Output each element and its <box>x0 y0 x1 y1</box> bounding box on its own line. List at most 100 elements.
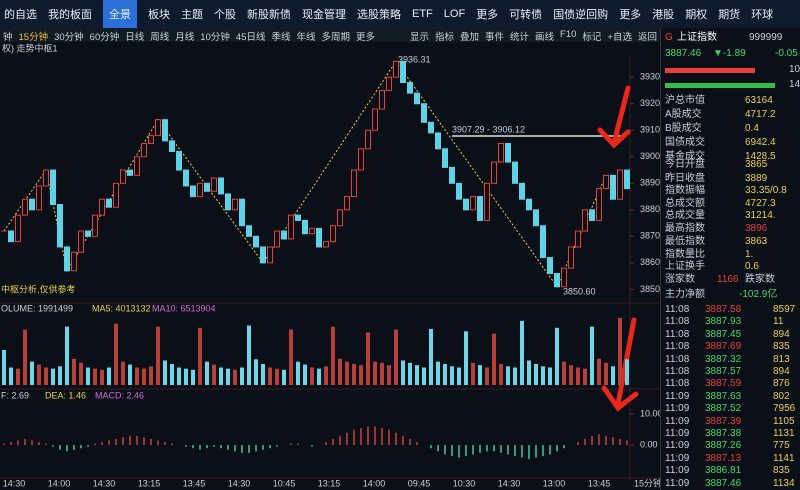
tool[interactable]: 事件 <box>484 32 504 42</box>
candle <box>330 225 336 243</box>
candle <box>603 174 609 190</box>
cell: 1166 <box>717 274 739 285</box>
quote-row: A股成交 4717.2 <box>665 108 800 121</box>
volume-bar <box>415 365 419 385</box>
period[interactable]: 周线 <box>150 32 170 42</box>
x-tick-label: 10:30 <box>453 478 476 488</box>
quote-row: 144 <box>665 78 800 91</box>
period[interactable]: 更多 <box>356 32 376 42</box>
volume-bar <box>394 329 398 385</box>
period[interactable]: 多周期 <box>321 32 350 42</box>
tool[interactable]: +自选 <box>607 32 632 42</box>
tick-vol: 894 <box>773 328 790 340</box>
period[interactable]: 60分钟 <box>89 32 120 42</box>
tool[interactable]: F10 <box>560 29 577 40</box>
x-tick-label: 13:00 <box>543 478 566 488</box>
tab[interactable]: 选股策略 <box>357 9 401 21</box>
x-tick-label: 13:45 <box>183 478 206 488</box>
pct: -0.05 <box>775 48 798 59</box>
tool[interactable]: 显示 <box>409 32 429 42</box>
candle <box>386 76 392 91</box>
candle <box>351 169 357 198</box>
volume-bar <box>443 364 447 385</box>
volume-bar <box>534 364 538 385</box>
tool[interactable]: 叠加 <box>459 32 479 42</box>
tab[interactable]: 可转债 <box>509 9 543 21</box>
tool[interactable]: 返回 <box>637 32 657 42</box>
volume-bar <box>310 367 314 385</box>
period[interactable]: 10分钟 <box>200 32 230 42</box>
tab[interactable]: 主题 <box>181 9 203 21</box>
period[interactable]: 15分钟 <box>18 32 49 42</box>
tool[interactable]: 统计 <box>510 32 530 42</box>
stat-value: 31214. <box>745 210 776 221</box>
quote-row: 11:08 3887.58 8597 <box>665 303 800 316</box>
tab[interactable]: 现金管理 <box>302 9 346 21</box>
candle <box>540 225 546 259</box>
x-tick-label: 14:30 <box>228 478 251 488</box>
candle <box>274 230 280 248</box>
tab[interactable]: 新股新债 <box>247 9 291 21</box>
quote-row: 沪总市值 63164 <box>665 94 800 107</box>
tick-time: 11:09 <box>665 415 690 427</box>
y-tick-label: 3850 <box>640 284 660 294</box>
tab[interactable]: ETF <box>412 8 433 20</box>
quote-row: 3887.46 ▼-1.89 -0.05 <box>665 47 800 60</box>
tab[interactable]: 国债逆回购 <box>553 9 609 21</box>
quote-row: 今日开盘 3865 <box>665 158 800 171</box>
arrow <box>597 85 631 149</box>
candle <box>50 169 56 206</box>
candle <box>533 209 539 227</box>
tick-time: 11:08 <box>665 304 690 315</box>
period[interactable]: 月线 <box>175 32 195 42</box>
quote-row: 107 <box>665 63 800 76</box>
tab[interactable]: 我的板面 <box>48 9 92 21</box>
volume-bar <box>492 333 496 385</box>
vol-label: OLUME: 1991499 <box>1 303 73 313</box>
candle <box>323 241 329 248</box>
tool[interactable]: 指标 <box>434 32 454 42</box>
tick-price: 3887.32 <box>705 353 742 365</box>
tab[interactable]: 板块 <box>148 9 170 21</box>
stat-value: 0.4 <box>745 123 759 134</box>
tick-price: 3887.59 <box>705 378 742 390</box>
period[interactable]: 年线 <box>296 32 316 42</box>
stat-value: 0.6 <box>745 261 759 272</box>
candle <box>589 209 595 221</box>
tab[interactable]: 环球 <box>751 9 774 21</box>
volume-bar <box>513 367 517 385</box>
tab[interactable]: 更多 <box>476 9 499 21</box>
tab[interactable]: 全景 <box>103 0 137 28</box>
quote-row: 上证换手 0.6 <box>665 260 800 273</box>
stat-label: 国债成交 <box>665 137 705 148</box>
volume-bar <box>44 367 48 385</box>
tab[interactable]: 的自选 <box>4 9 37 21</box>
y-tick-label: 3860 <box>640 257 660 267</box>
period-bar: 钟 15分钟 30分钟 60分钟 日线 周线 月线 10分钟 45日线 季线 年线 多周期 更多 显示 指标… <box>0 28 660 42</box>
tab[interactable]: 个股 <box>214 9 236 21</box>
period[interactable]: 30分钟 <box>54 32 84 42</box>
period[interactable]: 钟 <box>3 32 13 42</box>
tab[interactable]: LOF <box>443 8 466 20</box>
period[interactable]: 季线 <box>271 32 291 42</box>
stat-value: 4717.2 <box>745 109 776 120</box>
tick-vol: 876 <box>773 378 790 390</box>
candle <box>484 182 490 221</box>
high-label: 3936.31 <box>398 54 431 64</box>
level-label: 3907.29 - 3906.12 <box>452 124 525 134</box>
tab[interactable]: 期权 <box>685 9 708 21</box>
tab[interactable]: 更多 <box>619 9 642 21</box>
volume-bar <box>555 327 559 385</box>
stat-value: 3889 <box>745 173 768 184</box>
volume-bar <box>86 367 90 385</box>
period[interactable]: 45日线 <box>235 32 266 42</box>
tab[interactable]: 港股 <box>652 9 675 21</box>
period[interactable]: 日线 <box>125 32 145 42</box>
tool[interactable]: 标记 <box>582 32 602 42</box>
tab[interactable]: 期货 <box>718 9 741 21</box>
quote-row: 11:08 3887.59 876 <box>665 377 800 390</box>
volume-bar <box>30 361 34 385</box>
tool[interactable]: 画线 <box>535 32 555 42</box>
candle <box>176 150 182 171</box>
candle <box>162 119 168 142</box>
